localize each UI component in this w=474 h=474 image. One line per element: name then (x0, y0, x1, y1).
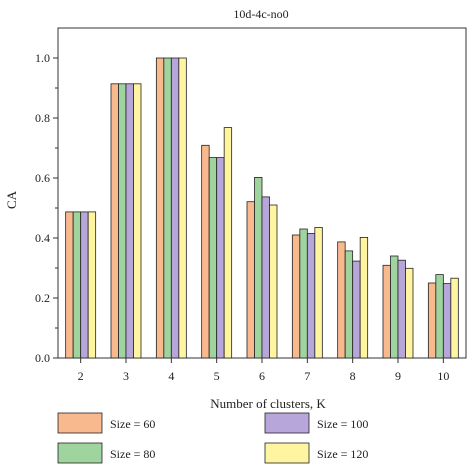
legend-swatch-series-2 (57, 442, 103, 464)
y-tick-label: 0.8 (35, 111, 50, 125)
x-tick-label: 3 (123, 369, 129, 383)
legend-label-series-2: Size = 80 (110, 447, 155, 461)
bar-9-series-1 (382, 264, 391, 359)
y-tick-label: 0.0 (35, 351, 50, 365)
bar-10-series-3 (442, 283, 452, 359)
x-tick-label: 2 (78, 369, 84, 383)
bar-6-series-3 (261, 196, 270, 359)
legend-label-series-3: Size = 100 (317, 417, 368, 431)
bar-7-series-4 (314, 227, 323, 359)
legend-swatch-series-1 (57, 412, 103, 434)
y-axis-title: CA (4, 190, 19, 209)
bar-5-series-3 (216, 157, 225, 359)
legend-swatch-series-4 (264, 442, 310, 464)
bar-9-series-3 (397, 259, 406, 359)
x-tick-label: 10 (437, 369, 449, 383)
x-tick-label: 5 (214, 369, 220, 383)
bar-8-series-4 (359, 236, 369, 359)
y-tick-label: 1.0 (35, 51, 50, 65)
legend-label-series-1: Size = 60 (110, 417, 155, 431)
bar-3-series-3 (125, 83, 134, 359)
legend: Size = 60 Size = 80 Size = 100 Size = 120 (57, 412, 368, 464)
x-tick-label: 6 (259, 369, 265, 383)
legend-swatch-series-3 (264, 412, 310, 434)
bar-5-series-2 (208, 157, 218, 359)
bar-6-series-1 (246, 201, 255, 359)
bar-5-series-1 (201, 144, 210, 359)
bar-8-series-2 (344, 250, 354, 359)
bar-3-series-2 (118, 83, 127, 359)
bar-4-series-3 (170, 57, 180, 359)
bar-4-series-4 (178, 57, 187, 359)
bar-8-series-1 (337, 241, 346, 359)
bar-7-series-1 (291, 234, 301, 359)
bar-4-series-2 (163, 57, 172, 359)
y-tick-label: 0.6 (35, 171, 50, 185)
bar-9-series-2 (390, 255, 399, 359)
chart-title: 10d-4c-no0 (233, 7, 288, 21)
x-tick-label: 4 (168, 369, 174, 383)
bar-5-series-4 (223, 127, 233, 359)
bar-9-series-4 (405, 267, 414, 359)
bar-2-series-3 (80, 211, 89, 359)
bar-10-series-1 (427, 282, 437, 359)
bar-3-series-4 (133, 83, 142, 359)
x-tick-label: 7 (304, 369, 310, 383)
plot-area: 0.0 0.2 0.4 0.6 0.8 1.0 2 3 4 5 6 7 8 9 10 (35, 27, 467, 383)
bar-2-series-2 (72, 211, 82, 359)
bar-7-series-3 (306, 233, 316, 359)
bar-10-series-2 (435, 274, 444, 359)
x-tick-label: 9 (395, 369, 401, 383)
bar-2-series-4 (87, 211, 97, 359)
bar-4-series-1 (155, 57, 165, 359)
legend-label-series-4: Size = 120 (317, 447, 368, 461)
bar-6-series-2 (254, 176, 263, 359)
bar-2-series-1 (65, 211, 74, 359)
x-tick-label: 8 (350, 369, 356, 383)
bar-3-series-1 (110, 83, 119, 359)
bar-6-series-4 (269, 204, 278, 359)
x-axis-title: Number of clusters, K (210, 396, 326, 411)
y-tick-label: 0.4 (35, 231, 50, 245)
bar-7-series-2 (299, 228, 308, 359)
y-tick-label: 0.2 (35, 291, 50, 305)
bar-10-series-4 (450, 277, 459, 359)
bar-8-series-3 (352, 260, 361, 359)
